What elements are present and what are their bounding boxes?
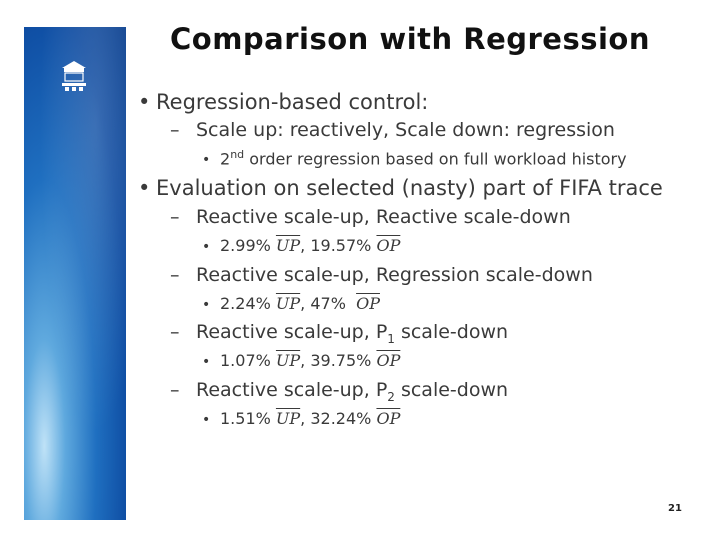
umea-university-seal-icon: [62, 61, 86, 91]
bullet-evaluation: • Evaluation on selected (nasty) part of …: [138, 176, 663, 200]
sub-bullet-item-4: – Reactive scale-up, P2 scale-down: [170, 379, 509, 404]
result-item-4: • 1.51% UP, 32.24% OP: [202, 409, 401, 428]
sub-bullet-item-2: – Reactive scale-up, Regression scale-dow…: [170, 264, 593, 286]
result-item-3: • 1.07% UP, 39.75% OP: [202, 351, 401, 370]
left-decorative-band: [24, 27, 126, 520]
sub-bullet-item-3: – Reactive scale-up, P1 scale-down: [170, 321, 509, 346]
page-number: 21: [668, 503, 682, 514]
result-item-1: • 2.99% UP, 19.57% OP: [202, 236, 401, 255]
slide-title: Comparison with Regression: [169, 22, 651, 56]
sub-bullet-item-1: – Reactive scale-up, Reactive scale-down: [170, 206, 571, 228]
bullet-regression-control: • Regression-based control:: [138, 90, 429, 114]
sub-sub-bullet-order: • 2nd order regression based on full work…: [202, 148, 627, 169]
result-item-2: • 2.24% UP, 47% OP: [202, 294, 380, 313]
sub-bullet-scale: – Scale up: reactively, Scale down: regre…: [170, 119, 615, 141]
